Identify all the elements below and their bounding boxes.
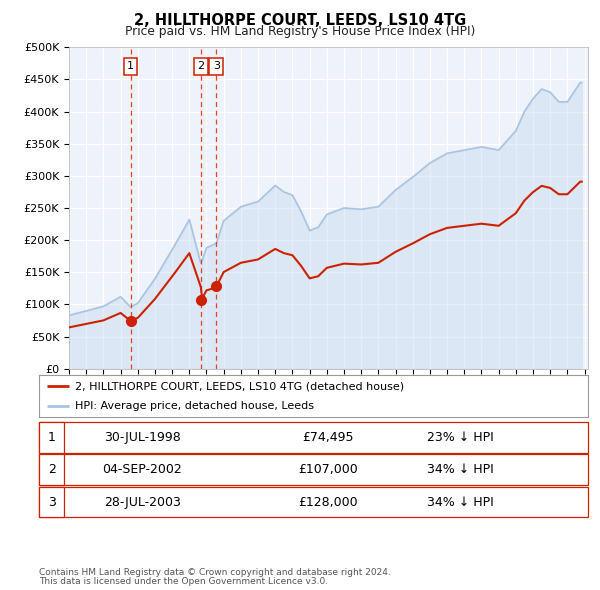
Text: 23% ↓ HPI: 23% ↓ HPI bbox=[427, 431, 494, 444]
Text: Price paid vs. HM Land Registry's House Price Index (HPI): Price paid vs. HM Land Registry's House … bbox=[125, 25, 475, 38]
Text: This data is licensed under the Open Government Licence v3.0.: This data is licensed under the Open Gov… bbox=[39, 578, 328, 586]
Text: 2: 2 bbox=[47, 463, 56, 476]
Text: HPI: Average price, detached house, Leeds: HPI: Average price, detached house, Leed… bbox=[74, 401, 314, 411]
Text: 2, HILLTHORPE COURT, LEEDS, LS10 4TG (detached house): 2, HILLTHORPE COURT, LEEDS, LS10 4TG (de… bbox=[74, 381, 404, 391]
Text: 1: 1 bbox=[47, 431, 56, 444]
Text: 34% ↓ HPI: 34% ↓ HPI bbox=[427, 463, 494, 476]
Text: 3: 3 bbox=[47, 496, 56, 509]
Text: 2, HILLTHORPE COURT, LEEDS, LS10 4TG: 2, HILLTHORPE COURT, LEEDS, LS10 4TG bbox=[134, 13, 466, 28]
Text: £128,000: £128,000 bbox=[298, 496, 358, 509]
Text: 30-JUL-1998: 30-JUL-1998 bbox=[104, 431, 181, 444]
Text: 2: 2 bbox=[197, 61, 205, 71]
Text: 1: 1 bbox=[127, 61, 134, 71]
Text: 3: 3 bbox=[213, 61, 220, 71]
Text: 34% ↓ HPI: 34% ↓ HPI bbox=[427, 496, 494, 509]
Text: 28-JUL-2003: 28-JUL-2003 bbox=[104, 496, 181, 509]
Text: 04-SEP-2002: 04-SEP-2002 bbox=[103, 463, 182, 476]
Text: £74,495: £74,495 bbox=[302, 431, 354, 444]
Text: £107,000: £107,000 bbox=[298, 463, 358, 476]
Text: Contains HM Land Registry data © Crown copyright and database right 2024.: Contains HM Land Registry data © Crown c… bbox=[39, 568, 391, 577]
